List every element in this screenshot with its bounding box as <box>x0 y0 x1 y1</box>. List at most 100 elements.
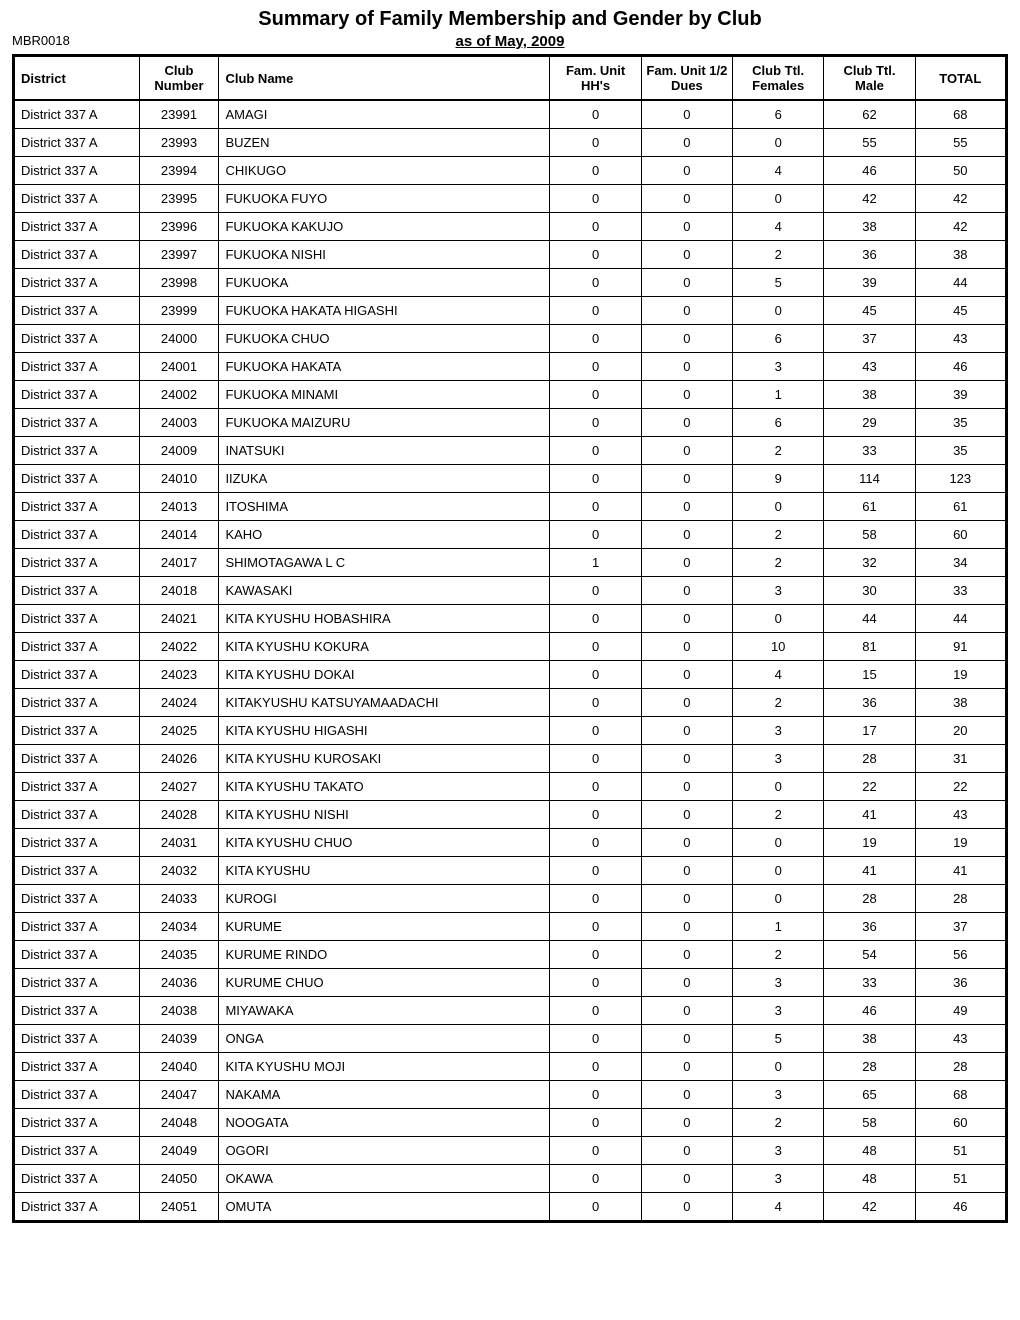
cell-total: 34 <box>915 549 1006 577</box>
cell-total: 50 <box>915 157 1006 185</box>
cell-male: 114 <box>824 465 915 493</box>
cell-total: 19 <box>915 829 1006 857</box>
cell-total: 46 <box>915 1193 1006 1222</box>
cell-club-name: MIYAWAKA <box>219 997 550 1025</box>
cell-district: District 337 A <box>14 1137 140 1165</box>
cell-district: District 337 A <box>14 633 140 661</box>
cell-fam-dues: 0 <box>641 801 732 829</box>
cell-male: 22 <box>824 773 915 801</box>
table-row: District 337 A24028KITA KYUSHU NISHI0024… <box>14 801 1007 829</box>
cell-male: 81 <box>824 633 915 661</box>
cell-club-number: 24038 <box>139 997 219 1025</box>
cell-fam-hh: 0 <box>550 381 641 409</box>
cell-club-name: KURUME <box>219 913 550 941</box>
table-row: District 337 A24049OGORI0034851 <box>14 1137 1007 1165</box>
cell-females: 3 <box>733 1137 824 1165</box>
cell-fam-hh: 0 <box>550 1025 641 1053</box>
cell-male: 54 <box>824 941 915 969</box>
cell-total: 43 <box>915 1025 1006 1053</box>
report-subtitle: as of May, 2009 <box>456 33 565 50</box>
cell-females: 3 <box>733 577 824 605</box>
cell-club-number: 24028 <box>139 801 219 829</box>
header-club-number: Club Number <box>139 56 219 101</box>
cell-male: 19 <box>824 829 915 857</box>
cell-district: District 337 A <box>14 297 140 325</box>
cell-male: 42 <box>824 185 915 213</box>
cell-club-name: IIZUKA <box>219 465 550 493</box>
table-row: District 337 A24025KITA KYUSHU HIGASHI00… <box>14 717 1007 745</box>
cell-club-number: 24035 <box>139 941 219 969</box>
cell-club-number: 24051 <box>139 1193 219 1222</box>
cell-male: 36 <box>824 689 915 717</box>
cell-club-number: 24032 <box>139 857 219 885</box>
header-total: TOTAL <box>915 56 1006 101</box>
cell-fam-dues: 0 <box>641 997 732 1025</box>
cell-male: 32 <box>824 549 915 577</box>
cell-club-name: INATSUKI <box>219 437 550 465</box>
cell-fam-hh: 0 <box>550 100 641 129</box>
cell-club-number: 24000 <box>139 325 219 353</box>
header-district: District <box>14 56 140 101</box>
cell-club-name: OKAWA <box>219 1165 550 1193</box>
cell-fam-hh: 0 <box>550 409 641 437</box>
cell-male: 62 <box>824 100 915 129</box>
cell-fam-dues: 0 <box>641 913 732 941</box>
cell-fam-hh: 0 <box>550 1109 641 1137</box>
cell-club-name: KITA KYUSHU TAKATO <box>219 773 550 801</box>
cell-club-name: OMUTA <box>219 1193 550 1222</box>
cell-club-number: 24050 <box>139 1165 219 1193</box>
cell-district: District 337 A <box>14 857 140 885</box>
cell-club-number: 24024 <box>139 689 219 717</box>
cell-fam-dues: 0 <box>641 1053 732 1081</box>
table-row: District 337 A24048NOOGATA0025860 <box>14 1109 1007 1137</box>
cell-club-name: KITA KYUSHU <box>219 857 550 885</box>
cell-fam-hh: 0 <box>550 353 641 381</box>
cell-district: District 337 A <box>14 605 140 633</box>
table-row: District 337 A24024KITAKYUSHU KATSUYAMAA… <box>14 689 1007 717</box>
table-row: District 337 A24040KITA KYUSHU MOJI00028… <box>14 1053 1007 1081</box>
table-row: District 337 A23994CHIKUGO0044650 <box>14 157 1007 185</box>
cell-fam-hh: 0 <box>550 129 641 157</box>
cell-females: 3 <box>733 1165 824 1193</box>
cell-fam-dues: 0 <box>641 577 732 605</box>
table-row: District 337 A24022KITA KYUSHU KOKURA001… <box>14 633 1007 661</box>
cell-fam-hh: 0 <box>550 997 641 1025</box>
cell-male: 58 <box>824 1109 915 1137</box>
cell-fam-dues: 0 <box>641 717 732 745</box>
cell-females: 2 <box>733 1109 824 1137</box>
cell-male: 42 <box>824 1193 915 1222</box>
cell-females: 3 <box>733 745 824 773</box>
table-row: District 337 A24021KITA KYUSHU HOBASHIRA… <box>14 605 1007 633</box>
table-row: District 337 A24000FUKUOKA CHUO0063743 <box>14 325 1007 353</box>
table-row: District 337 A24047NAKAMA0036568 <box>14 1081 1007 1109</box>
cell-club-number: 24022 <box>139 633 219 661</box>
cell-fam-hh: 0 <box>550 1137 641 1165</box>
cell-club-number: 23999 <box>139 297 219 325</box>
header-row: MBR0018 as of May, 2009 <box>12 33 1008 50</box>
cell-male: 58 <box>824 521 915 549</box>
cell-females: 0 <box>733 829 824 857</box>
cell-club-number: 24034 <box>139 913 219 941</box>
cell-females: 6 <box>733 325 824 353</box>
cell-fam-dues: 0 <box>641 745 732 773</box>
table-row: District 337 A23997FUKUOKA NISHI0023638 <box>14 241 1007 269</box>
cell-male: 44 <box>824 605 915 633</box>
cell-total: 61 <box>915 493 1006 521</box>
cell-male: 33 <box>824 437 915 465</box>
table-row: District 337 A23993BUZEN0005555 <box>14 129 1007 157</box>
cell-fam-dues: 0 <box>641 437 732 465</box>
cell-fam-hh: 0 <box>550 801 641 829</box>
cell-total: 35 <box>915 409 1006 437</box>
cell-total: 36 <box>915 969 1006 997</box>
cell-district: District 337 A <box>14 100 140 129</box>
cell-club-name: FUKUOKA KAKUJO <box>219 213 550 241</box>
cell-club-name: FUKUOKA CHUO <box>219 325 550 353</box>
cell-females: 4 <box>733 213 824 241</box>
cell-male: 28 <box>824 1053 915 1081</box>
cell-fam-hh: 0 <box>550 969 641 997</box>
cell-male: 38 <box>824 1025 915 1053</box>
header-fam-unit-hh: Fam. Unit HH's <box>550 56 641 101</box>
cell-females: 4 <box>733 661 824 689</box>
table-header-row: District Club Number Club Name Fam. Unit… <box>14 56 1007 101</box>
cell-district: District 337 A <box>14 913 140 941</box>
